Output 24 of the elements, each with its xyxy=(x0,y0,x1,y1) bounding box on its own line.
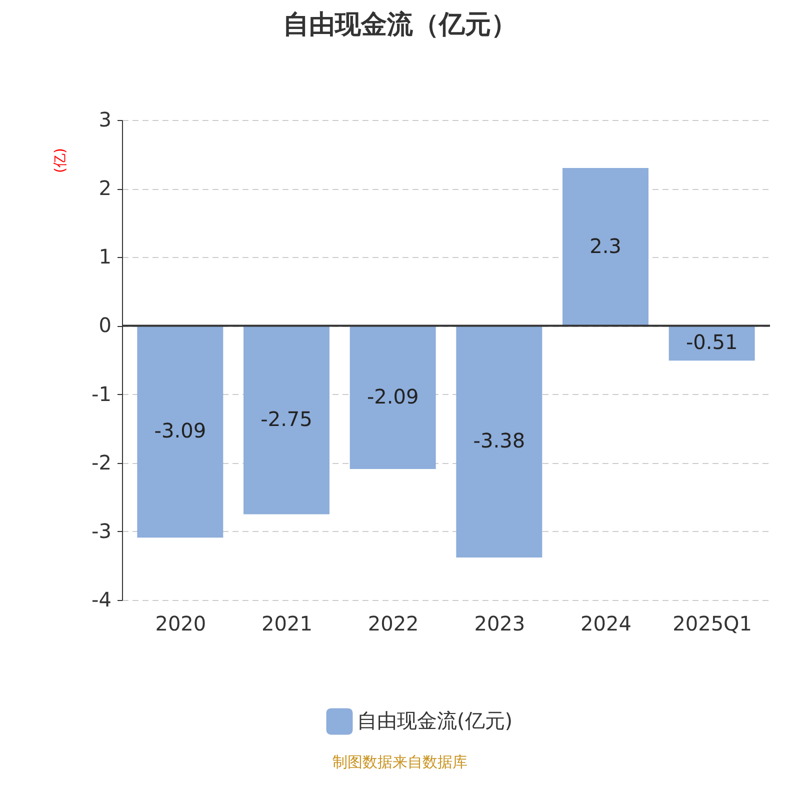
y-axis-title: (亿) xyxy=(52,148,68,173)
x-tick-label: 2023 xyxy=(474,612,526,636)
y-tick-label: -4 xyxy=(92,588,112,612)
x-tick-label: 2024 xyxy=(580,612,632,636)
legend-label: 自由现金流(亿元) xyxy=(357,708,513,732)
y-tick-label: -2 xyxy=(92,450,112,474)
data-label: -0.51 xyxy=(686,330,738,354)
data-label: -2.75 xyxy=(260,407,312,431)
y-tick-label: 0 xyxy=(98,313,112,338)
data-label: -3.09 xyxy=(154,418,206,443)
y-tick-label: 1 xyxy=(98,244,112,269)
y-tick-label: 3 xyxy=(98,108,112,132)
x-tick-label: 2020 xyxy=(155,612,206,636)
y-tick-label: -1 xyxy=(92,382,112,406)
chart-title: 自由现金流（亿元） xyxy=(283,10,517,40)
data-label: -2.09 xyxy=(366,384,419,408)
x-tick-label: 2021 xyxy=(262,612,312,636)
x-tick-label: 2022 xyxy=(368,612,419,636)
text: 制图数据来自数据库 xyxy=(332,753,468,771)
y-tick-label: -3 xyxy=(92,518,112,543)
y-tick-label: 2 xyxy=(98,176,112,200)
x-tick-label: 2025Q1 xyxy=(672,612,752,636)
data-label: -3.38 xyxy=(473,428,526,453)
data-label: 2.3 xyxy=(590,234,622,258)
